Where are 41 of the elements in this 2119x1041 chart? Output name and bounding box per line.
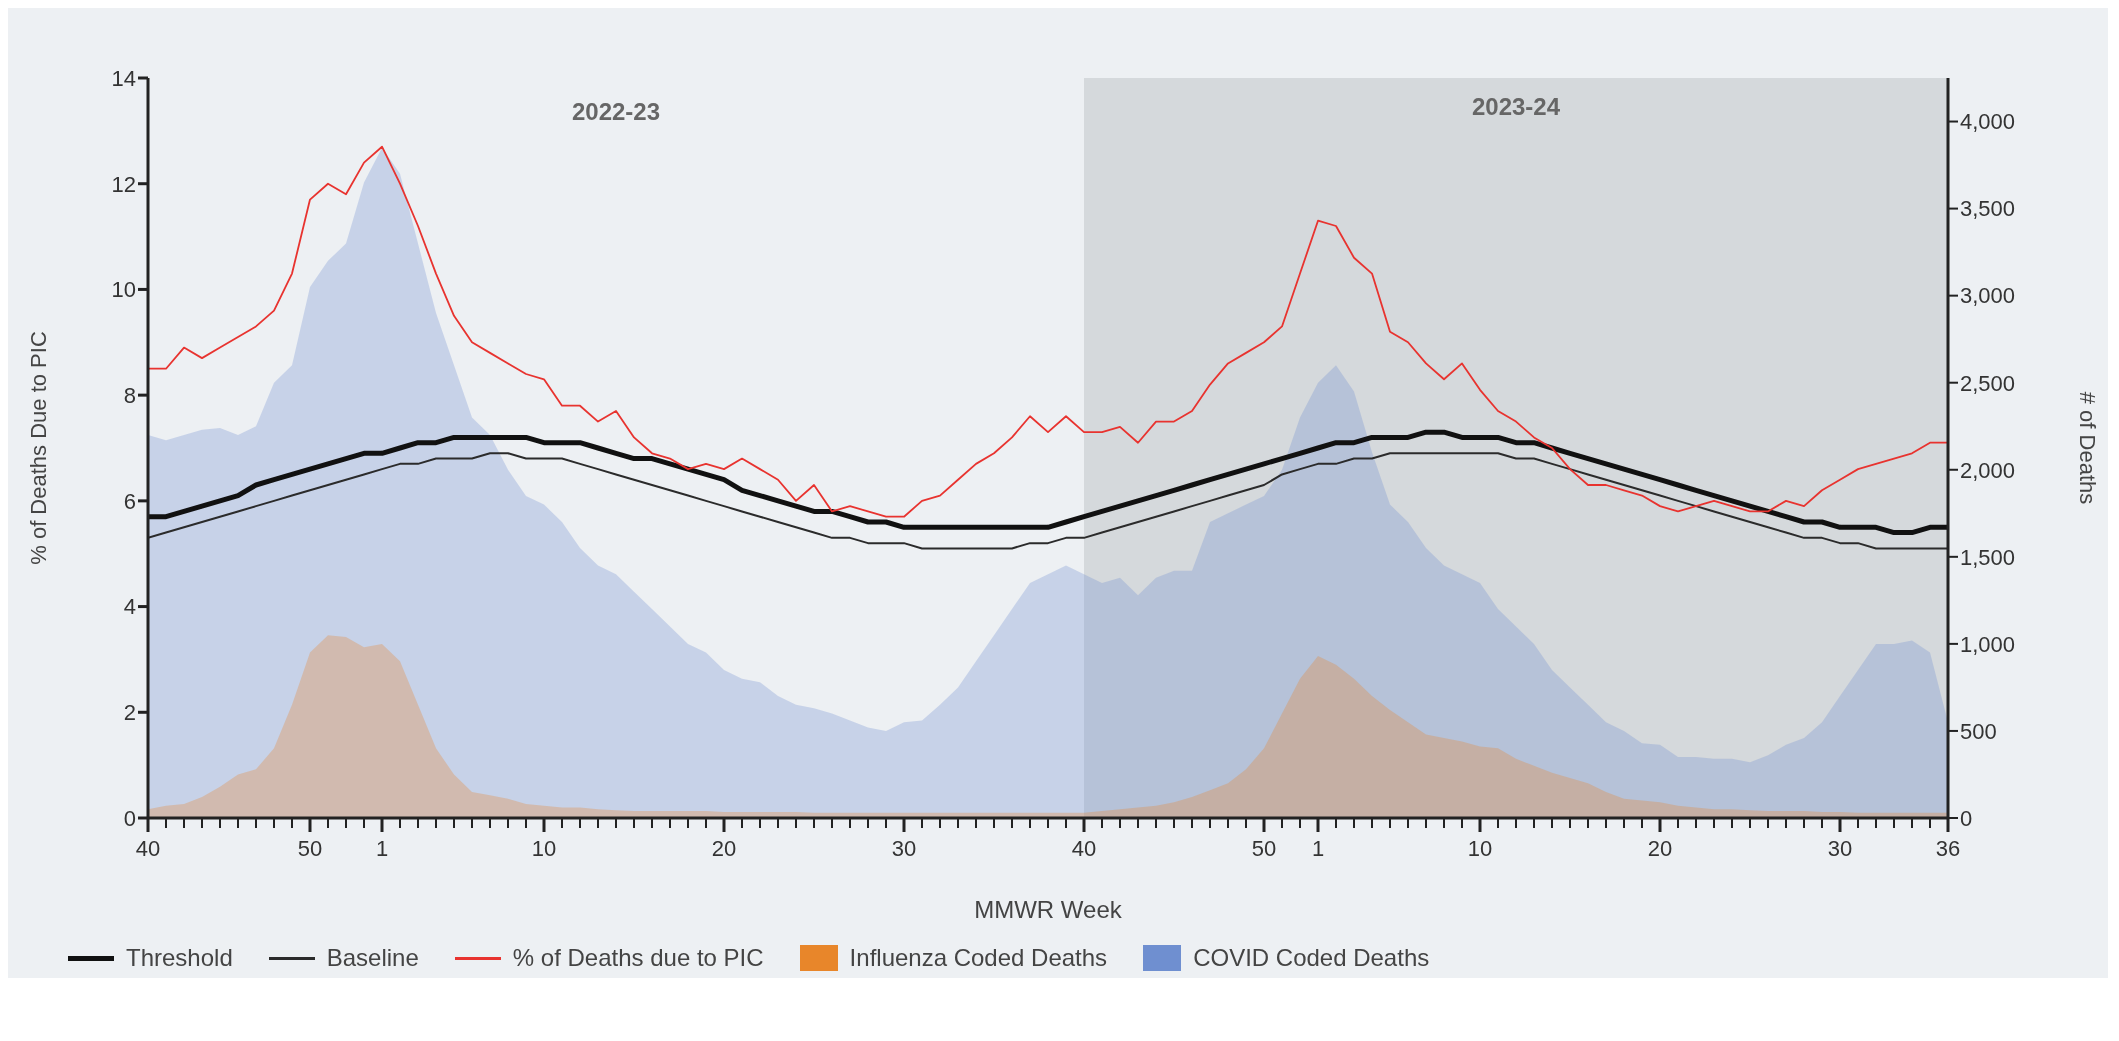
x-tick-label: 1 <box>375 836 389 861</box>
legend-label: % of Deaths due to PIC <box>512 944 764 972</box>
x-tick-label: 30 <box>1827 836 1853 861</box>
x-tick-label: 20 <box>711 836 737 861</box>
x-tick-label: 50 <box>1251 836 1277 861</box>
y-tick-label: 8 <box>123 382 136 408</box>
x-tick-label: 1 <box>1311 836 1325 861</box>
y2-tick-label: 3,000 <box>1960 283 2016 309</box>
legend-label: COVID Coded Deaths <box>1193 944 1430 972</box>
legend-label: Influenza Coded Deaths <box>849 944 1108 972</box>
y-axis-title: % of Deaths Due to PIC <box>25 331 51 565</box>
x-tick-label: 50 <box>297 836 323 861</box>
y-tick-label: 14 <box>111 65 136 91</box>
y2-tick-label: 1,500 <box>1960 544 2016 570</box>
x-tick-label: 10 <box>531 836 557 861</box>
legend-label: Baseline <box>326 944 419 972</box>
x-tick-label: 20 <box>1647 836 1673 861</box>
y-tick-label: 10 <box>111 277 136 303</box>
x-tick-label: 40 <box>1071 836 1097 861</box>
x-axis-title: MMWR Week <box>974 896 1123 923</box>
x-tick-label: 10 <box>1467 836 1493 861</box>
y2-tick-label: 0 <box>1960 805 1973 831</box>
x-tick-label: 36 <box>1935 836 1961 861</box>
y2-tick-label: 500 <box>1960 718 1997 744</box>
band-label: 2023-24 <box>1471 93 1561 121</box>
y-tick-label: 2 <box>123 700 136 726</box>
y-tick-label: 12 <box>111 171 136 197</box>
y2-axis-title: # of Deaths <box>2075 391 2101 505</box>
y2-tick-label: 2,000 <box>1960 457 2016 483</box>
x-tick-label: 30 <box>891 836 917 861</box>
annotation: 2022-23 <box>570 98 662 126</box>
y-tick-label: 6 <box>123 488 136 514</box>
y-tick-label: 4 <box>123 594 136 620</box>
y2-tick-label: 4,000 <box>1960 109 2016 135</box>
line-series <box>148 145 1948 518</box>
y2-tick-label: 2,500 <box>1960 370 2016 396</box>
legend-label: Threshold <box>126 944 233 972</box>
y2-tick-label: 3,500 <box>1960 196 2016 222</box>
y2-tick-label: 1,000 <box>1960 631 2016 657</box>
y-tick-label: 0 <box>123 805 136 831</box>
x-tick-label: 40 <box>135 836 161 861</box>
